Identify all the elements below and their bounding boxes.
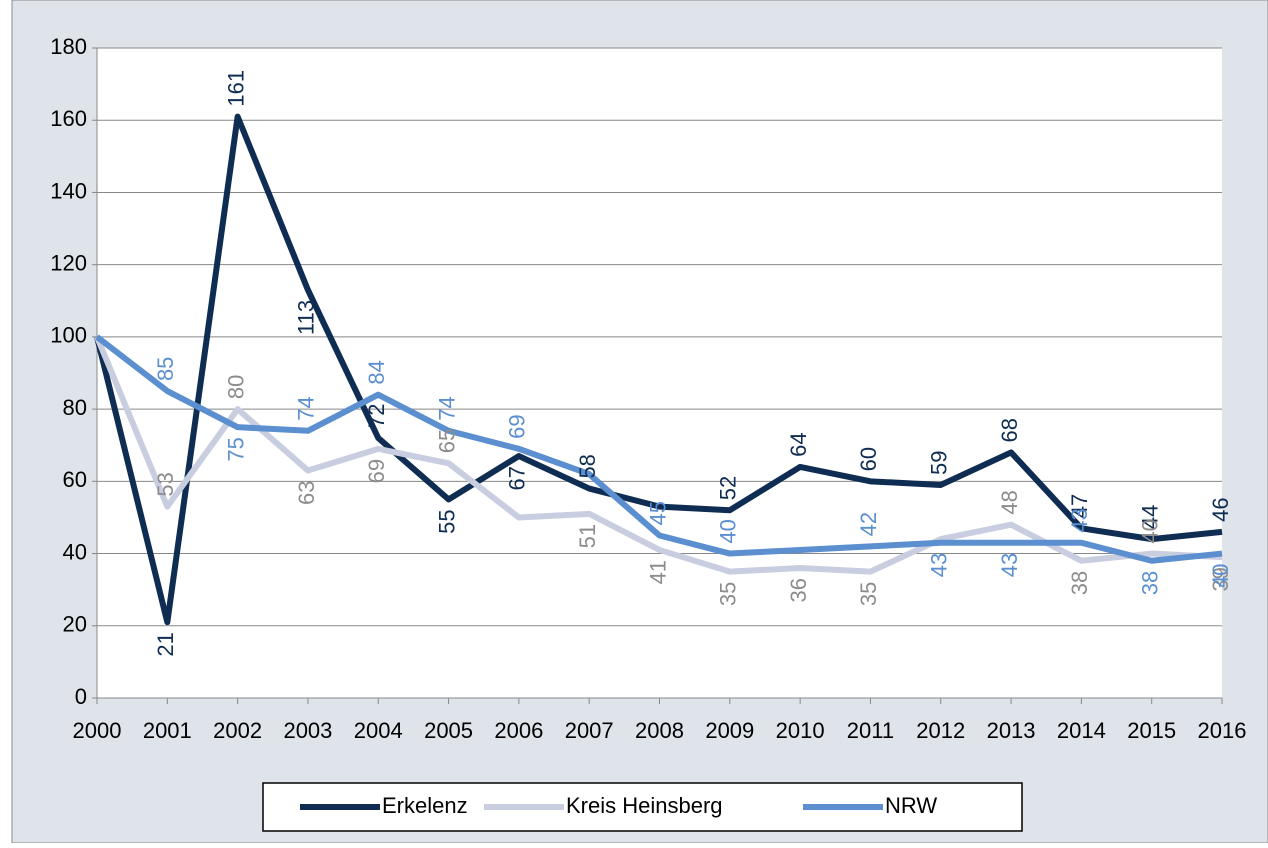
x-tick-label: 2007 [565,718,614,743]
data-label: 43 [997,553,1022,577]
data-label: 68 [997,418,1022,442]
x-tick-label: 2013 [987,718,1036,743]
data-label: 58 [575,454,600,478]
legend-box [262,782,1023,832]
x-tick-label: 2005 [424,718,473,743]
data-label: 42 [856,512,881,536]
x-tick-label: 2002 [213,718,262,743]
data-label: 51 [575,524,600,548]
data-label: 55 [434,509,459,533]
x-tick-label: 2016 [1198,718,1247,743]
data-label: 40 [716,519,741,543]
legend-label: Erkelenz [382,793,468,818]
series-line [94,335,1223,575]
data-label: 41 [645,560,670,584]
data-label: 67 [505,466,530,490]
data-label: 80 [223,375,248,399]
data-label: 85 [153,357,178,381]
x-tick-label: 2010 [776,718,825,743]
data-label: 45 [645,501,670,525]
data-label: 38 [1067,571,1092,595]
data-label: 40 [1208,564,1233,588]
data-label: 69 [505,414,530,438]
x-tick-label: 2003 [283,718,332,743]
data-label: 52 [716,476,741,500]
x-tick-label: 2011 [847,718,894,743]
x-tick-label: 2009 [705,718,754,743]
y-tick-label: 120 [50,250,87,275]
x-tick-label: 2015 [1127,718,1176,743]
data-label: 63 [294,481,319,505]
y-tick-label: 40 [63,539,87,564]
data-label: 113 [294,300,319,335]
x-tick-label: 2012 [916,718,965,743]
data-label: 59 [927,450,952,474]
data-label: 36 [786,578,811,602]
data-label: 35 [856,582,881,606]
data-label: 43 [1067,508,1092,532]
y-tick-label: 160 [50,106,87,131]
legend-label: Kreis Heinsberg [566,793,723,818]
data-label: 75 [223,437,248,461]
y-tick-label: 60 [63,467,87,492]
data-label: 69 [364,459,389,483]
data-label: 74 [294,396,319,420]
x-tick-label: 2006 [494,718,543,743]
data-label: 48 [997,490,1022,514]
data-label: 60 [856,447,881,471]
data-label: 21 [153,632,178,656]
x-tick-label: 2008 [635,718,684,743]
x-tick-label: 2001 [143,718,192,743]
data-label: 65 [434,429,459,453]
y-tick-label: 180 [50,34,87,59]
data-label: 72 [364,404,389,428]
data-label: 161 [223,70,248,107]
y-tick-label: 140 [50,178,87,203]
y-tick-label: 100 [50,323,87,348]
y-tick-label: 80 [63,395,87,420]
data-label: 38 [1138,571,1163,595]
data-label: 53 [153,472,178,496]
data-label: 39 [1208,567,1233,591]
data-label: 46 [1208,497,1233,521]
x-tick-label: 2000 [73,718,122,743]
x-tick-label: 2004 [354,718,403,743]
legend-label: NRW [885,793,937,818]
y-tick-label: 0 [75,684,87,709]
data-label: 74 [434,396,459,420]
series-line [95,334,1223,564]
data-label: 43 [927,553,952,577]
data-label: 84 [364,360,389,384]
x-tick-label: 2014 [1057,718,1106,743]
data-label: 44 [1138,505,1163,529]
data-label: 64 [786,432,811,456]
data-label: 35 [716,582,741,606]
data-label: 47 [1067,494,1092,518]
plot-area [97,48,1222,698]
series-line [94,113,1223,626]
data-label: 40 [1138,519,1163,543]
y-tick-label: 20 [63,612,87,637]
